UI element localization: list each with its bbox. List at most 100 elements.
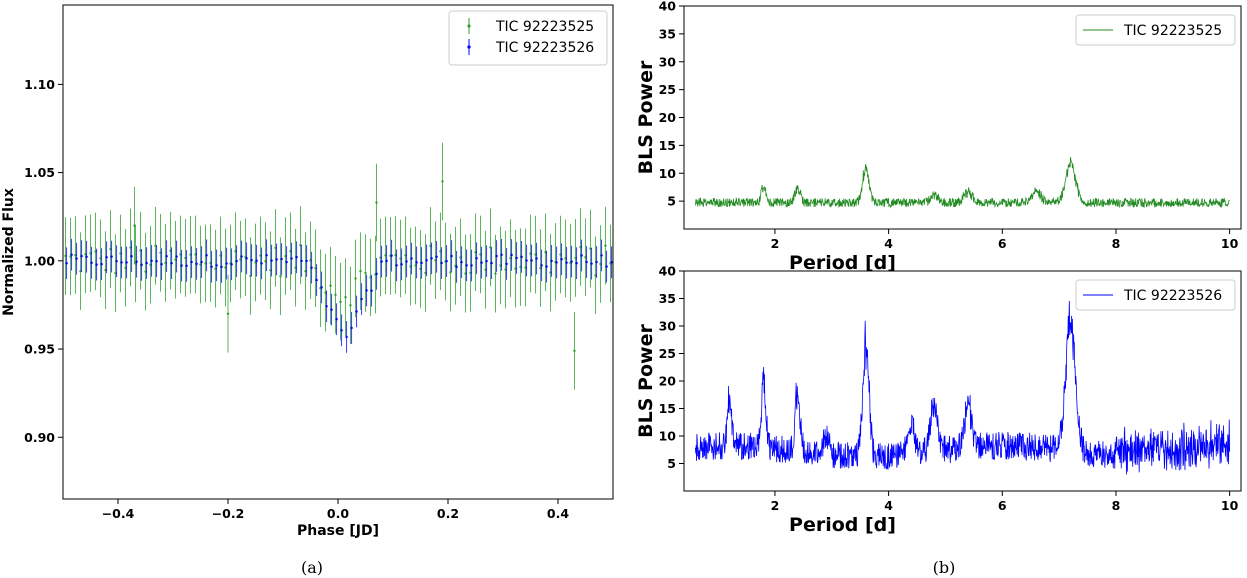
panel-b-bottom-ytick-label: 10 xyxy=(659,429,677,444)
tic-92223525-point xyxy=(529,252,532,255)
tic-92223525-point xyxy=(504,268,507,271)
panel-a-ytick-label: 1.00 xyxy=(24,253,55,268)
panel-b-bottom-xtick-label: 8 xyxy=(1112,498,1121,513)
tic-92223525-point xyxy=(304,269,307,273)
tic-92223525-point xyxy=(199,263,202,266)
tic-92223526-point xyxy=(495,254,498,258)
tic-92223525-point xyxy=(274,246,277,250)
panel-b-bottom-caption: (b) xyxy=(933,558,956,577)
panel-a-ylabel: Normalized Flux xyxy=(1,188,17,316)
tic-92223526-point xyxy=(560,258,563,261)
tic-92223526-point xyxy=(600,254,603,257)
panel-a-ytick-label: 0.95 xyxy=(24,342,55,357)
tic-92223526-point xyxy=(405,260,408,263)
tic-92223525-point xyxy=(464,272,467,275)
tic-92223526-point xyxy=(435,255,438,258)
panel-a-ytick-label: 1.05 xyxy=(24,165,55,180)
legend-box xyxy=(1075,14,1236,46)
tic-92223526-point xyxy=(335,318,338,321)
tic-92223526-point xyxy=(165,255,168,258)
tic-92223525-point xyxy=(573,349,576,352)
tic-92223525-point xyxy=(474,251,477,254)
tic-92223526-point xyxy=(305,259,308,263)
tic-92223526-point xyxy=(185,264,188,268)
tic-92223526-point xyxy=(445,259,448,263)
tic-92223526-point xyxy=(215,264,218,267)
tic-92223526-point xyxy=(570,260,573,263)
tic-92223525-point xyxy=(509,257,512,260)
legend-label: TIC 92223525 xyxy=(495,19,594,35)
tic-92223525-point xyxy=(94,250,97,253)
tic-92223526-point xyxy=(100,262,103,266)
panel-b-bottom-ytick-label: 35 xyxy=(659,291,676,306)
legend-point-marker xyxy=(467,45,471,49)
tic-92223525-point xyxy=(209,261,212,265)
panel-b-top-power-line xyxy=(694,157,1230,209)
tic-92223525-point xyxy=(309,259,312,262)
tic-92223525-point xyxy=(159,251,162,254)
panel-b-bottom-xtick-label: 10 xyxy=(1221,498,1239,513)
tic-92223525-point xyxy=(149,263,152,266)
panel-a-data xyxy=(64,142,613,390)
tic-92223526-point xyxy=(70,253,73,256)
panel-a: −0.4 −0.2 0.0 0.2 0.4 0.90 0.95 1.00 1.05 1.10 Pha… xyxy=(1,4,614,577)
tic-92223526-point xyxy=(360,297,363,301)
tic-92223526-point xyxy=(395,264,398,267)
tic-92223526-point xyxy=(235,259,238,263)
tic-92223525-point xyxy=(364,271,367,275)
tic-92223526-point xyxy=(80,254,83,258)
tic-92223526-point xyxy=(500,253,503,257)
tic-92223525-point xyxy=(344,295,347,299)
tic-92223525-point xyxy=(594,274,597,277)
tic-92223526-point xyxy=(190,260,193,264)
tic-92223526-point xyxy=(320,286,323,289)
tic-92223525-point xyxy=(349,304,352,307)
tic-92223526-point xyxy=(485,259,488,263)
tic-92223525-point xyxy=(194,253,197,256)
tic-92223526-point xyxy=(240,255,243,258)
panel-b-bottom-legend: TIC 92223526 xyxy=(1075,279,1236,311)
tic-92223525-point xyxy=(579,245,582,249)
tic-92223525-point xyxy=(534,253,537,256)
tic-92223526-point xyxy=(330,308,333,311)
panel-b-bottom-ylabel: BLS Power xyxy=(635,324,657,438)
tic-92223525-point xyxy=(559,253,562,256)
tic-92223526-point xyxy=(210,265,213,268)
tic-92223525-point xyxy=(409,265,412,268)
panel-b-top-xtick-label: 10 xyxy=(1221,236,1239,251)
tic-92223526-point xyxy=(110,255,113,258)
panel-b-top-ytick-label: 5 xyxy=(667,194,676,209)
tic-92223526-point xyxy=(470,264,473,267)
tic-92223525-point xyxy=(404,254,407,257)
tic-92223526-point xyxy=(160,263,163,266)
tic-92223526-point xyxy=(530,259,533,262)
tic-92223525-point xyxy=(139,249,142,252)
panel-b-top-xtick-label: 2 xyxy=(771,236,780,251)
tic-92223526-point xyxy=(285,260,288,264)
panel-b-top-xlabel: Period [d] xyxy=(789,252,896,274)
tic-92223525-point xyxy=(79,270,82,273)
tic-92223525-point xyxy=(334,293,337,297)
panel-b-top-ytick-label: 15 xyxy=(659,138,676,153)
tic-92223526-point xyxy=(205,254,208,257)
tic-92223526-point xyxy=(555,261,558,264)
tic-92223526-point xyxy=(580,254,583,257)
tic-92223526-point xyxy=(180,264,183,267)
tic-92223526-point xyxy=(245,257,248,260)
tic-92223526-point xyxy=(295,256,298,259)
tic-92223526-point xyxy=(155,260,158,263)
tic-92223526-point xyxy=(325,305,328,308)
tic-92223525-point xyxy=(369,276,372,279)
tic-92223526-point xyxy=(270,259,273,262)
tic-92223525-point xyxy=(164,261,167,265)
tic-92223525-point xyxy=(429,244,432,248)
tic-92223525-point xyxy=(89,252,92,255)
tic-92223526-point xyxy=(390,254,393,257)
panel-b-bottom-xtick-label: 6 xyxy=(998,498,1007,513)
tic-92223525-point xyxy=(119,252,122,255)
panel-b-bottom-xlabel: Period [d] xyxy=(789,514,896,536)
tic-92223525-point xyxy=(154,244,157,248)
panel-b-bottom-xtick-label: 2 xyxy=(771,498,780,513)
tic-92223525-point xyxy=(375,201,378,204)
tic-92223526-point xyxy=(275,258,278,261)
